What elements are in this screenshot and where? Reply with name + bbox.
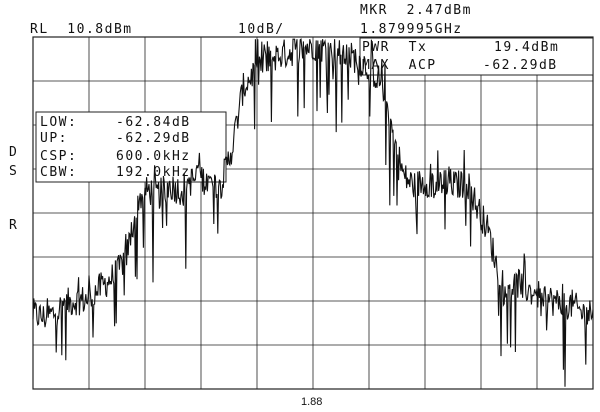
power-panel-box xyxy=(359,37,594,76)
spectrum-trace xyxy=(32,38,594,387)
cbw-label: CBW: xyxy=(40,165,78,180)
side-letter-d: D xyxy=(9,145,19,160)
cbw-value: 192.0kHz xyxy=(116,165,191,180)
center-frequency-label: 1.88 xyxy=(301,396,323,408)
low-label: LOW: xyxy=(40,115,78,130)
up-label: UP: xyxy=(40,131,68,146)
up-value: -62.29dB xyxy=(116,131,191,146)
side-letter-r: R xyxy=(9,218,19,233)
marker-frequency-label: 1.879995GHz xyxy=(360,22,463,37)
side-letter-s: S xyxy=(9,164,19,179)
low-value: -62.84dB xyxy=(116,115,191,130)
pwr-tx-label: PWR Tx xyxy=(362,40,428,55)
max-acp-value: -62.29dB xyxy=(483,58,558,73)
graticule-grid xyxy=(33,37,593,389)
csp-label: CSP: xyxy=(40,149,78,164)
marker-amplitude-label: MKR 2.47dBm xyxy=(360,3,472,18)
csp-value: 600.0kHz xyxy=(116,149,191,164)
max-acp-label: MAX ACP xyxy=(362,58,437,73)
acp-panel-box xyxy=(35,111,227,183)
reference-level-label: RL 10.8dBm xyxy=(30,22,133,37)
trace-group xyxy=(32,38,594,387)
pwr-tx-value: 19.4dBm xyxy=(494,40,560,55)
scale-label: 10dB/ xyxy=(238,22,285,37)
